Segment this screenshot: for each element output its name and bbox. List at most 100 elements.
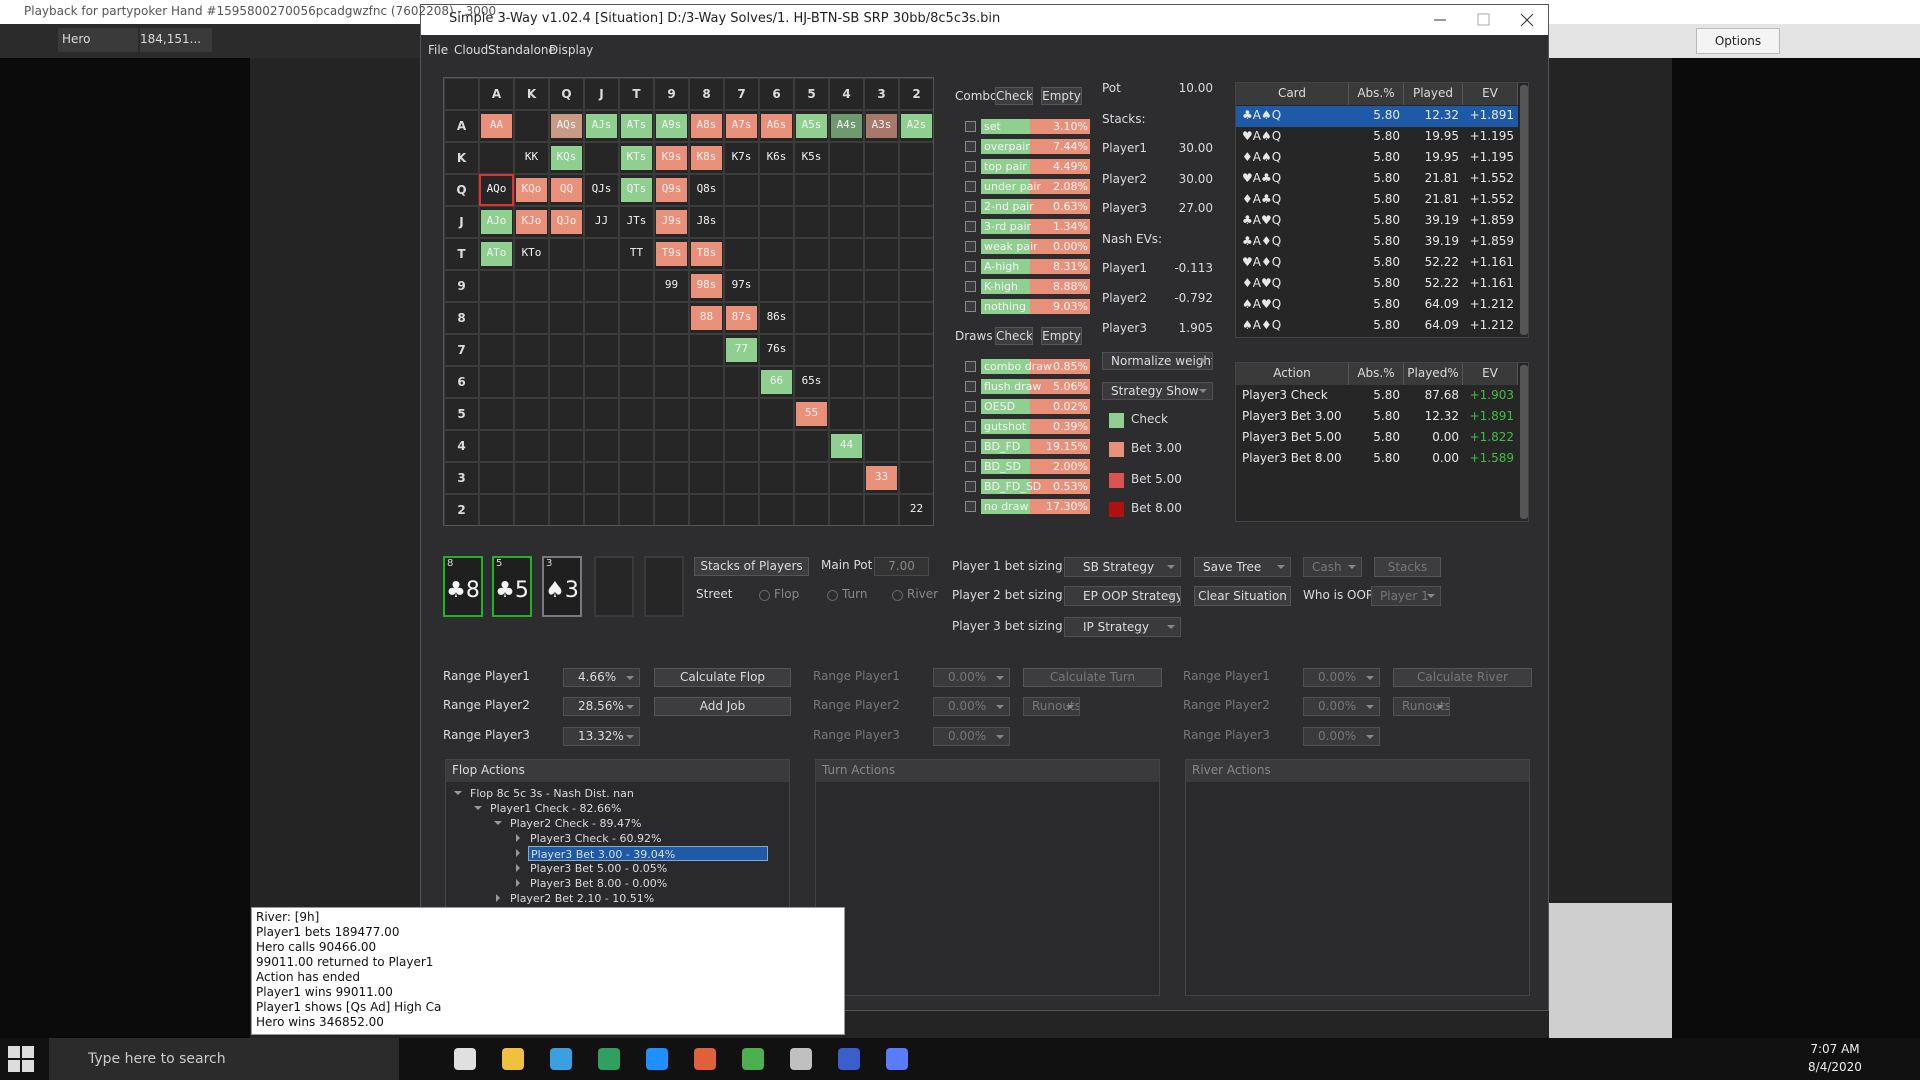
menu-item[interactable]: Standalone [488,43,556,57]
grid-cell[interactable] [514,462,549,494]
board-card[interactable] [644,556,684,617]
grid-cell[interactable] [689,494,724,525]
grid-cell[interactable] [759,398,794,430]
grid-cell[interactable] [829,302,864,334]
grid-cell[interactable] [724,462,759,494]
grid-cell[interactable] [759,238,794,270]
grid-cell[interactable] [689,174,724,206]
grid-cell[interactable] [864,398,899,430]
grid-cell[interactable] [514,302,549,334]
grid-cell[interactable] [584,494,619,525]
grid-cell[interactable] [829,174,864,206]
bet-sizing-dropdown[interactable]: IP Strategy [1064,617,1181,637]
grid-cell[interactable] [794,270,829,302]
grid-cell[interactable] [619,142,654,174]
who-oop-dropdown[interactable]: Player 1 [1371,586,1441,606]
board-card[interactable]: 3 ♠3 [542,556,582,617]
grid-cell[interactable] [724,302,759,334]
calculate-button[interactable]: Calculate Turn [1023,668,1162,687]
grid-cell[interactable] [864,142,899,174]
grid-cell[interactable] [479,430,514,462]
range-dropdown[interactable]: 0.00% [1303,697,1380,716]
grid-cell[interactable] [619,206,654,238]
grid-cell[interactable] [724,366,759,398]
strategy-dropdown[interactable]: Strategy Show [1102,382,1213,400]
grid-cell[interactable] [864,238,899,270]
table-header[interactable]: EV [1463,83,1518,105]
menu-item[interactable]: Cloud [454,43,489,57]
grid-cell[interactable] [549,110,584,142]
grid-cell[interactable] [724,174,759,206]
taskbar-icon[interactable] [694,1048,716,1070]
check-button[interactable]: Check [995,327,1033,345]
grid-cell[interactable] [654,302,689,334]
grid-cell[interactable] [549,270,584,302]
checkbox[interactable] [965,381,976,392]
player-name[interactable]: Hero [58,28,138,52]
taskbar-icon[interactable] [838,1048,860,1070]
calculate-button[interactable]: Calculate Flop [654,668,791,687]
grid-cell[interactable] [794,430,829,462]
grid-cell[interactable] [794,334,829,366]
grid-cell[interactable] [619,110,654,142]
grid-cell[interactable] [829,494,864,525]
grid-cell[interactable] [689,238,724,270]
grid-cell[interactable] [829,334,864,366]
grid-cell[interactable] [654,142,689,174]
grid-cell[interactable] [724,142,759,174]
grid-cell[interactable] [549,430,584,462]
grid-cell[interactable] [724,206,759,238]
grid-cell[interactable] [829,462,864,494]
grid-cell[interactable] [479,206,514,238]
taskbar-icon[interactable] [742,1048,764,1070]
grid-cell[interactable] [759,142,794,174]
grid-cell[interactable] [689,206,724,238]
range-dropdown[interactable]: 28.56% [563,697,640,716]
grid-cell[interactable] [479,142,514,174]
range-dropdown[interactable]: 0.00% [1303,668,1380,687]
taskbar-icon[interactable] [502,1048,524,1070]
checkbox[interactable] [965,401,976,412]
grid-cell[interactable] [794,142,829,174]
grid-cell[interactable] [864,302,899,334]
grid-cell[interactable] [794,110,829,142]
cash-dropdown[interactable]: Cash [1303,557,1362,577]
menu-item[interactable]: Display [549,43,594,57]
grid-cell[interactable] [899,430,933,462]
table-header[interactable]: Action [1236,363,1349,385]
board-card[interactable]: 5 ♣5 [492,556,532,617]
taskbar-icon[interactable] [790,1048,812,1070]
grid-cell[interactable] [479,270,514,302]
checkbox[interactable] [965,481,976,492]
grid-cell[interactable] [899,110,933,142]
grid-cell[interactable] [829,206,864,238]
grid-cell[interactable] [479,302,514,334]
grid-cell[interactable] [864,430,899,462]
table-header[interactable]: EV [1463,363,1518,385]
grid-cell[interactable] [479,398,514,430]
checkbox[interactable] [965,261,976,272]
grid-cell[interactable] [864,462,899,494]
grid-cell[interactable] [759,334,794,366]
radio[interactable] [759,590,770,601]
grid-cell[interactable] [829,430,864,462]
grid-cell[interactable] [549,206,584,238]
grid-cell[interactable] [584,366,619,398]
grid-cell[interactable] [479,494,514,525]
grid-cell[interactable] [724,334,759,366]
grid-cell[interactable] [514,366,549,398]
grid-cell[interactable] [619,174,654,206]
grid-cell[interactable] [654,494,689,525]
grid-cell[interactable] [514,174,549,206]
grid-cell[interactable] [759,494,794,525]
grid-cell[interactable] [479,174,514,206]
grid-cell[interactable] [584,238,619,270]
row-highlight[interactable] [1236,106,1518,127]
stacks-button[interactable]: Stacks [1374,557,1441,577]
grid-cell[interactable] [584,462,619,494]
grid-cell[interactable] [654,398,689,430]
checkbox[interactable] [965,241,976,252]
grid-cell[interactable] [514,270,549,302]
grid-cell[interactable] [724,494,759,525]
grid-cell[interactable] [794,302,829,334]
